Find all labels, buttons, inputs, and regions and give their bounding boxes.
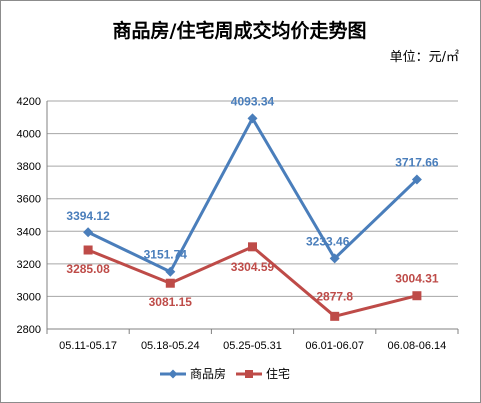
data-label: 4093.34: [231, 94, 275, 108]
x-tick-label: 05.25-05.31: [223, 340, 282, 352]
data-label: 3304.59: [231, 260, 275, 274]
legend-marker: [245, 370, 253, 378]
series-1-marker: [165, 278, 175, 288]
legend-marker: [168, 369, 178, 379]
series-1-marker: [248, 242, 257, 252]
series-0-marker: [247, 113, 258, 124]
legend-label: 住宅: [266, 366, 290, 381]
legend-label: 商品房: [190, 366, 226, 381]
y-tick-label: 3400: [17, 226, 41, 238]
x-tick-label: 05.11-05.17: [59, 340, 117, 352]
data-label: 3717.66: [395, 156, 439, 170]
x-tick-label: 06.01-06.07: [305, 340, 364, 352]
series-1-marker: [83, 245, 93, 255]
y-tick-label: 3600: [17, 194, 41, 206]
y-tick-label: 3000: [17, 291, 41, 303]
series-0-marker: [83, 227, 94, 238]
series-1-marker: [330, 311, 340, 321]
data-label: 3233.46: [306, 234, 350, 248]
data-label: 3285.08: [66, 262, 110, 276]
y-tick-label: 4000: [17, 129, 41, 141]
series-0-marker: [329, 253, 340, 264]
x-tick-label: 05.18-05.24: [141, 340, 200, 352]
data-label: 3394.12: [66, 209, 110, 223]
data-label: 3004.31: [395, 272, 439, 286]
series-0-marker: [165, 266, 176, 277]
y-tick-label: 3200: [17, 259, 41, 271]
y-tick-label: 3800: [17, 161, 41, 173]
data-label: 3151.74: [144, 248, 188, 262]
y-tick-label: 2800: [17, 324, 41, 336]
data-label: 3081.15: [149, 295, 193, 309]
unit-label: 单位：元/㎡: [389, 50, 459, 65]
data-label: 2877.8: [316, 289, 353, 303]
y-tick-label: 4200: [17, 96, 41, 108]
series-1-marker: [412, 291, 422, 301]
series-0-marker: [411, 174, 422, 185]
chart-title: 商品房/住宅周成交均价走势图: [112, 20, 367, 42]
x-tick-label: 06.08-06.14: [388, 340, 447, 352]
